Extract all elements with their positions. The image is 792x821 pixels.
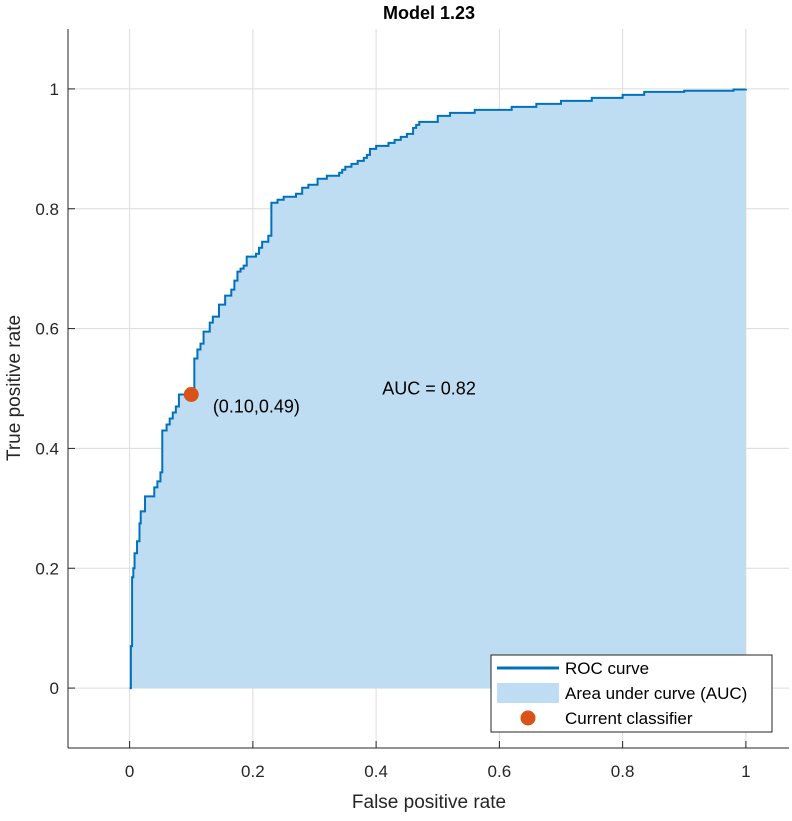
y-tick-label-2: 0.4 <box>35 439 59 458</box>
y-tick-label-3: 0.6 <box>35 320 59 339</box>
auc-annotation: AUC = 0.82 <box>382 379 476 399</box>
x-tick-label-2: 0.4 <box>364 762 388 781</box>
x-tick-label-5: 1 <box>741 762 750 781</box>
y-tick-label-4: 0.8 <box>35 200 59 219</box>
y-tick-label-1: 0.2 <box>35 559 59 578</box>
legend-auc-swatch <box>497 683 559 703</box>
classifier-annotation: (0.10,0.49) <box>213 396 300 416</box>
x-tick-label-1: 0.2 <box>241 762 265 781</box>
x-tick-label-3: 0.6 <box>488 762 512 781</box>
current-classifier-point <box>183 386 199 402</box>
legend-auc-label: Area under curve (AUC) <box>565 684 747 703</box>
axes <box>67 29 789 749</box>
y-tick-label-0: 0 <box>50 679 59 698</box>
roc-curve-line <box>129 88 747 690</box>
chart-title: Model 1.23 <box>383 3 475 23</box>
legend: ROC curve Area under curve (AUC) Current… <box>490 654 773 733</box>
legend-classifier-swatch <box>520 710 536 726</box>
tick-labels: 0 0.2 0.4 0.6 0.8 1 0 0.2 0.4 0.6 0.8 1 <box>35 80 750 781</box>
x-axis-label: False positive rate <box>352 792 506 813</box>
x-tick-label-4: 0.8 <box>611 762 635 781</box>
auc-area <box>129 88 746 689</box>
y-axis-label: True positive rate <box>4 315 25 461</box>
legend-roc-label: ROC curve <box>565 659 649 678</box>
x-tick-label-0: 0 <box>125 762 134 781</box>
y-tick-label-5: 1 <box>50 80 59 99</box>
legend-classifier-label: Current classifier <box>565 709 693 728</box>
